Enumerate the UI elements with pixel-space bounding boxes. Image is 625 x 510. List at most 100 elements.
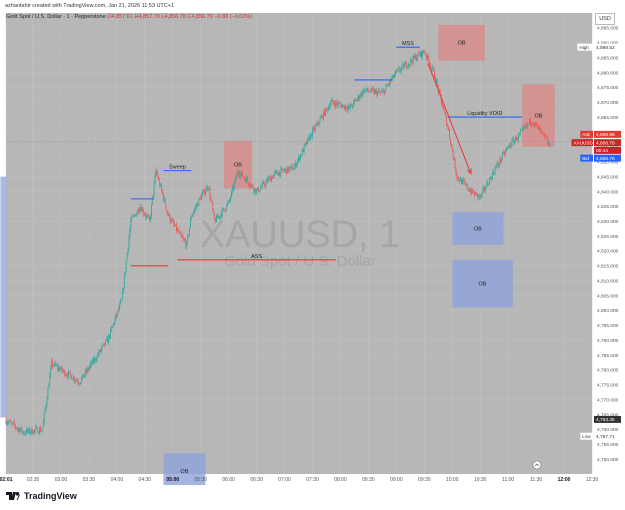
candle	[179, 231, 181, 234]
candle	[72, 373, 74, 381]
candle	[293, 163, 295, 170]
candle-body	[136, 213, 137, 217]
candle	[459, 177, 461, 184]
candle	[332, 99, 334, 105]
candle-body	[376, 90, 378, 96]
candle-body	[168, 214, 170, 216]
candle-body	[524, 127, 526, 128]
candle-body	[288, 168, 290, 172]
candle	[264, 183, 266, 189]
candle-body	[436, 80, 438, 86]
candle	[483, 184, 485, 193]
candle-body	[102, 344, 104, 347]
candle-body	[389, 80, 391, 85]
replay-icon[interactable]	[532, 460, 542, 470]
candle	[454, 157, 456, 170]
candle	[341, 102, 342, 109]
candle	[320, 114, 322, 119]
candle-body	[146, 215, 148, 217]
candle-body	[230, 197, 231, 200]
y-tick-label: 4,780.000	[597, 368, 619, 374]
y-tick-label: 4,825.000	[597, 234, 619, 240]
candle-body	[406, 62, 407, 68]
candle-body	[155, 170, 157, 176]
candle-body	[485, 187, 487, 190]
candle-body	[231, 191, 232, 198]
candle	[29, 431, 31, 436]
candle	[28, 427, 29, 435]
candle-body	[150, 216, 151, 220]
candle-body	[178, 229, 179, 233]
tag-countdown: 00:44	[594, 146, 621, 154]
tag-high-label: High	[579, 45, 589, 50]
candle	[314, 125, 315, 133]
candle	[501, 158, 502, 164]
candle-body	[544, 133, 545, 137]
candle	[263, 180, 265, 187]
candle	[32, 430, 34, 435]
candle-body	[123, 274, 125, 289]
candle-body	[234, 177, 236, 183]
candle	[178, 227, 179, 234]
candle-body	[455, 168, 457, 174]
candle-body	[248, 184, 250, 187]
tag-ask-value-bg	[594, 130, 621, 138]
candle-body	[314, 127, 315, 131]
candle	[255, 187, 257, 196]
candle	[373, 87, 375, 95]
candle-body	[450, 137, 451, 144]
candle-body	[139, 206, 141, 211]
candle-body	[243, 176, 244, 178]
ob-label: OB	[458, 41, 466, 47]
candle	[364, 87, 366, 95]
candle-body	[217, 215, 218, 218]
candle	[215, 217, 216, 224]
candle	[118, 306, 120, 312]
candle	[549, 142, 551, 148]
currency-button[interactable]: USD	[595, 13, 615, 25]
candle-body	[264, 185, 266, 186]
candle	[508, 142, 510, 149]
candle	[342, 104, 344, 108]
candle	[474, 190, 475, 198]
candle	[261, 180, 263, 190]
candle	[124, 271, 126, 277]
tag-high-label-bg	[577, 43, 593, 51]
candle	[63, 368, 65, 374]
candle	[288, 165, 290, 173]
candle	[8, 419, 10, 426]
tag-high-value-bg	[594, 43, 621, 51]
candle-body	[483, 187, 485, 189]
candle	[230, 195, 231, 203]
candle-body	[238, 171, 240, 175]
chart-canvas[interactable]: XAUUSD, 1 Gold Spot / U.S. Dollar OBOBOB…	[0, 0, 625, 485]
candle-body	[224, 209, 226, 211]
candle	[210, 195, 212, 201]
candle-body	[475, 192, 476, 196]
candle-body	[214, 212, 216, 221]
candle-body	[439, 90, 441, 95]
candle	[515, 135, 516, 144]
candle-body	[472, 188, 474, 193]
candle	[307, 137, 309, 145]
candle	[315, 122, 317, 127]
candle-body	[490, 177, 491, 179]
candle-body	[429, 64, 431, 66]
candle	[9, 420, 11, 424]
candle	[221, 206, 223, 219]
candle	[402, 61, 404, 66]
candle	[164, 197, 166, 207]
candle-body	[71, 379, 73, 380]
candle-body	[198, 198, 200, 206]
y-tick-label: 4,750.000	[597, 457, 619, 463]
candle	[496, 161, 498, 169]
candle-body	[137, 209, 139, 213]
candle	[148, 213, 149, 218]
candle-body	[543, 132, 544, 134]
candle-body	[28, 428, 30, 434]
candle	[273, 170, 275, 179]
candle-body	[471, 188, 473, 194]
candle-body	[297, 160, 298, 164]
candle-body	[342, 105, 344, 106]
candle-body	[158, 178, 160, 180]
